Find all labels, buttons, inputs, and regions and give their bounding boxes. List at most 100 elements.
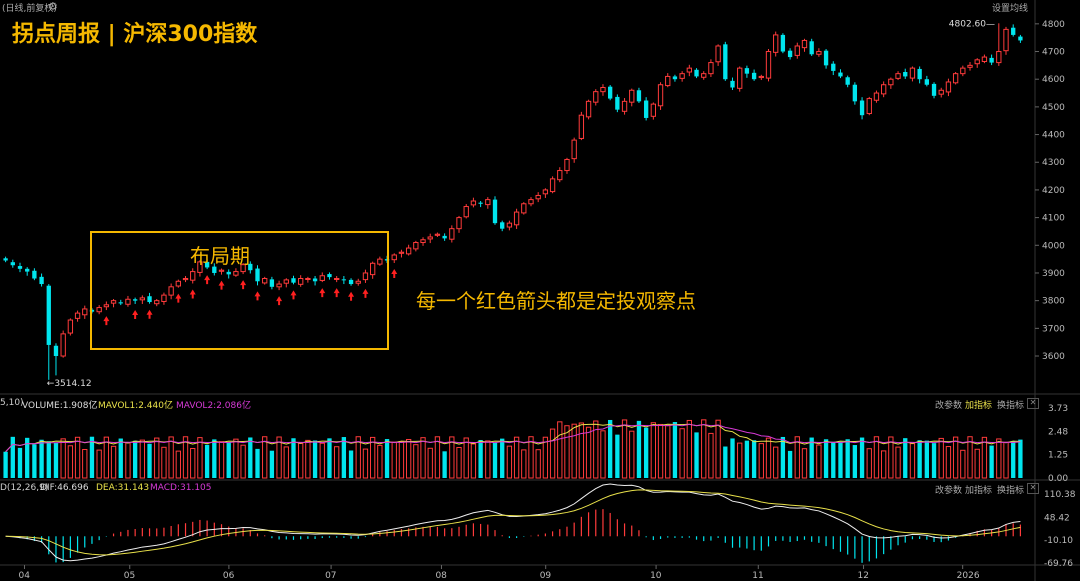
volume-bar-136 <box>981 436 988 479</box>
high-annotation: 4802.60— <box>949 19 995 29</box>
volume-bar-117 <box>845 439 850 478</box>
volume-bar-76 <box>549 428 556 479</box>
volume-bar-20 <box>147 443 152 478</box>
volume-bar-135 <box>974 448 980 479</box>
volume-bar-22 <box>161 446 167 479</box>
candle-body-101 <box>730 80 735 88</box>
volume-bar-77 <box>557 421 563 479</box>
volume-edit-params-button[interactable]: 改参数 <box>935 401 963 411</box>
price-y-axis: 3600 3700 3800 3900 4000 4100 4200 4300 4400 4500… <box>1035 20 1065 362</box>
red-arrow-icon-6 <box>218 280 225 290</box>
dea-line <box>5 489 1021 556</box>
volume-bar-29 <box>212 439 217 478</box>
macd-add-indicator-button[interactable]: 加指标 <box>965 486 993 496</box>
x-tick-label-8: 12 <box>858 571 869 581</box>
candle-body-56 <box>405 247 412 255</box>
candle-body-8 <box>60 333 66 357</box>
settings-gear-icon[interactable]: ⚙ <box>48 0 58 13</box>
volume-add-indicator-button[interactable]: 加指标 <box>965 401 993 411</box>
volume-bar-82 <box>593 420 599 479</box>
volume-tick-label-0: 3.73 <box>1048 404 1068 414</box>
volume-bar-78 <box>564 425 570 479</box>
candle-body-37 <box>269 279 275 287</box>
volume-bar-38 <box>276 436 282 479</box>
candle-body-130 <box>938 89 944 95</box>
volume-bar-57 <box>413 444 419 479</box>
candle-body-92 <box>665 75 671 87</box>
macd-edit-params-button[interactable]: 改参数 <box>935 486 963 496</box>
volume-bar-9 <box>67 445 74 479</box>
volume-bar-123 <box>888 436 894 479</box>
candlestick-series <box>3 23 1023 380</box>
mavol2-line <box>5 423 1021 453</box>
candle-body-124 <box>895 73 901 79</box>
macd-param-label: D(12,26,9) <box>0 483 49 493</box>
red-arrow-icon-2 <box>146 309 153 319</box>
candle-body-78 <box>564 158 570 172</box>
candle-body-62 <box>449 228 455 240</box>
candle-body-28 <box>204 261 210 268</box>
volume-bar-24 <box>175 450 181 479</box>
volume-bar-30 <box>218 441 225 479</box>
x-tick-label-9: 2026 <box>957 571 980 581</box>
volume-bar-95 <box>686 419 692 479</box>
candle-body-128 <box>924 79 929 85</box>
candle-body-20 <box>147 296 152 303</box>
volume-bar-129 <box>931 443 937 478</box>
candle-body-96 <box>694 69 699 77</box>
candle-body-119 <box>859 100 865 116</box>
candle-body-60 <box>434 233 441 236</box>
volume-bar-92 <box>665 424 671 479</box>
volume-bar-130 <box>938 437 944 479</box>
macd-switch-indicator-button[interactable]: 换指标 <box>997 486 1025 496</box>
volume-bar-110 <box>794 436 800 479</box>
candle-body-110 <box>794 45 800 56</box>
volume-bar-108 <box>780 436 786 478</box>
candle-body-98 <box>708 62 714 75</box>
candle-body-71 <box>513 211 520 226</box>
candle-body-14 <box>103 304 110 308</box>
volume-bar-7 <box>53 442 59 478</box>
volume-param-label: 5,10) <box>0 398 24 408</box>
candle-body-95 <box>686 67 692 73</box>
candle-body-69 <box>500 222 505 229</box>
candle-body-137 <box>989 57 994 63</box>
layout-period-label: 布局期 <box>190 244 250 268</box>
candle-body-134 <box>967 64 973 68</box>
candle-body-118 <box>852 84 858 102</box>
candle-body-36 <box>262 278 268 284</box>
dif-line <box>5 483 1021 562</box>
candle-body-11 <box>82 308 88 316</box>
red-arrow-icon-0 <box>103 316 110 326</box>
settings-ma-link[interactable]: 设置均线 <box>992 4 1029 14</box>
volume-bar-139 <box>1003 441 1009 479</box>
candle-body-5 <box>39 276 44 285</box>
candle-body-41 <box>298 278 304 285</box>
volume-switch-indicator-button[interactable]: 换指标 <box>997 401 1025 411</box>
candle-body-70 <box>506 222 513 228</box>
candle-body-24 <box>175 280 181 287</box>
volume-close-icon[interactable]: ✕ <box>1027 398 1039 409</box>
price-tick-label-7: 4300 <box>1042 158 1065 168</box>
candle-body-111 <box>801 39 808 49</box>
volume-bar-137 <box>989 445 994 478</box>
volume-bar-119 <box>859 437 865 478</box>
volume-bar-39 <box>283 446 289 479</box>
volume-tick-label-3: 0.00 <box>1048 474 1068 484</box>
candle-body-16 <box>118 302 123 304</box>
macd-close-icon[interactable]: ✕ <box>1027 483 1039 494</box>
candle-body-117 <box>845 77 850 85</box>
candle-body-79 <box>571 139 577 160</box>
volume-bar-127 <box>917 440 922 478</box>
volume-bar-65 <box>470 443 477 479</box>
candle-body-30 <box>218 269 225 272</box>
candle-body-40 <box>291 278 296 283</box>
volume-bar-47 <box>341 437 347 478</box>
x-tick-label-0: 04 <box>18 571 30 581</box>
candle-body-32 <box>233 271 239 276</box>
volume-bar-68 <box>492 442 498 478</box>
price-tick-label-10: 4600 <box>1042 75 1065 85</box>
candle-body-10 <box>74 312 81 319</box>
volume-bar-0 <box>3 451 8 478</box>
